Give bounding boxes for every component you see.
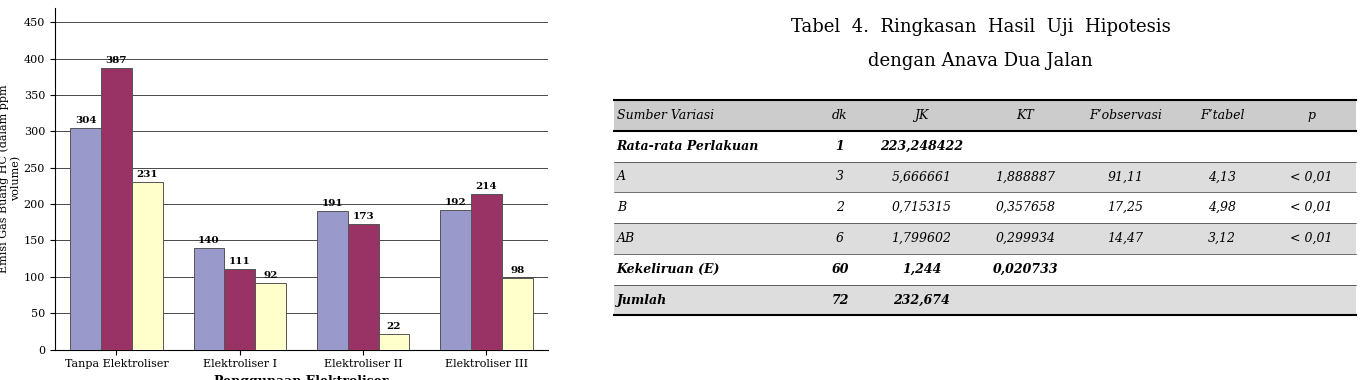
Text: < 0,01: < 0,01: [1289, 170, 1332, 184]
Text: 223,248422: 223,248422: [880, 139, 963, 153]
Text: < 0,01: < 0,01: [1289, 232, 1332, 245]
Text: 98: 98: [510, 266, 525, 276]
Text: JK: JK: [914, 109, 929, 122]
Text: 1,799602: 1,799602: [892, 232, 952, 245]
Text: F’observasi: F’observasi: [1089, 109, 1162, 122]
Text: Jumlah: Jumlah: [616, 293, 667, 307]
Text: p: p: [1307, 109, 1315, 122]
Bar: [614, 285, 1355, 315]
Bar: [101, 68, 132, 350]
Text: 1,888887: 1,888887: [996, 170, 1055, 184]
Text: 60: 60: [832, 263, 849, 276]
Text: 14,47: 14,47: [1107, 232, 1144, 245]
Text: 173: 173: [352, 212, 374, 221]
Text: 140: 140: [199, 236, 219, 245]
Bar: [614, 254, 1355, 285]
Text: 4,98: 4,98: [1208, 201, 1236, 214]
Text: 0,715315: 0,715315: [892, 201, 952, 214]
Bar: [193, 248, 225, 350]
Text: 191: 191: [322, 199, 342, 208]
Text: Rata-rata Perlakuan: Rata-rata Perlakuan: [616, 139, 759, 153]
Text: 92: 92: [263, 271, 278, 280]
Bar: [471, 194, 501, 350]
Bar: [316, 211, 348, 350]
Text: 111: 111: [229, 257, 251, 266]
Text: 387: 387: [105, 56, 127, 65]
Bar: [614, 223, 1355, 254]
Text: 72: 72: [832, 293, 849, 307]
Text: 91,11: 91,11: [1107, 170, 1144, 184]
Bar: [440, 210, 471, 350]
Text: AB: AB: [616, 232, 634, 245]
Bar: [132, 182, 163, 350]
Text: Tabel  4.  Ringkasan  Hasil  Uji  Hipotesis: Tabel 4. Ringkasan Hasil Uji Hipotesis: [790, 18, 1171, 36]
Text: 214: 214: [475, 182, 497, 191]
X-axis label: Penggunaan Elektroliser: Penggunaan Elektroliser: [214, 375, 389, 380]
Text: 3,12: 3,12: [1208, 232, 1236, 245]
Text: 304: 304: [75, 117, 96, 125]
Text: 232,674: 232,674: [893, 293, 949, 307]
Text: A: A: [616, 170, 626, 184]
Bar: [614, 131, 1355, 162]
Bar: [70, 128, 101, 350]
Text: KT: KT: [1017, 109, 1034, 122]
Text: F’tabel: F’tabel: [1200, 109, 1244, 122]
Text: 2: 2: [836, 201, 844, 214]
Bar: [614, 192, 1355, 223]
Bar: [614, 162, 1355, 192]
Bar: [614, 100, 1355, 131]
Text: 0,357658: 0,357658: [996, 201, 1055, 214]
Text: dengan Anava Dua Jalan: dengan Anava Dua Jalan: [869, 52, 1093, 70]
Text: 17,25: 17,25: [1107, 201, 1144, 214]
Text: 231: 231: [137, 169, 158, 179]
Bar: [225, 269, 255, 350]
Text: Sumber Variasi: Sumber Variasi: [616, 109, 714, 122]
Text: 192: 192: [445, 198, 466, 207]
Text: 1: 1: [836, 139, 844, 153]
Text: 6: 6: [836, 232, 844, 245]
Text: 0,299934: 0,299934: [996, 232, 1055, 245]
Text: 22: 22: [386, 322, 401, 331]
Text: 5,666661: 5,666661: [892, 170, 952, 184]
Text: 1,244: 1,244: [901, 263, 941, 276]
Y-axis label: Emisi Gas Buang HC (dalam ppm
volume): Emisi Gas Buang HC (dalam ppm volume): [0, 84, 21, 273]
Text: B: B: [616, 201, 626, 214]
Text: dk: dk: [832, 109, 848, 122]
Bar: [348, 224, 378, 350]
Text: Kekeliruan (E): Kekeliruan (E): [616, 263, 721, 276]
Text: 4,13: 4,13: [1208, 170, 1236, 184]
Bar: [501, 278, 533, 350]
Text: < 0,01: < 0,01: [1289, 201, 1332, 214]
Text: 3: 3: [836, 170, 844, 184]
Bar: [255, 283, 286, 350]
Bar: [378, 334, 410, 350]
Text: 0,020733: 0,020733: [993, 263, 1058, 276]
